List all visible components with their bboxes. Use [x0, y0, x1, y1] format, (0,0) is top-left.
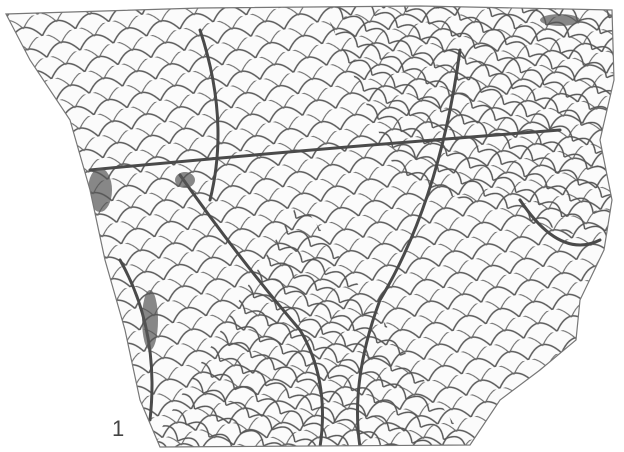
- specimen: [0, 0, 624, 452]
- figure-label: 1: [112, 416, 124, 441]
- specimen-figure: 1: [0, 0, 624, 452]
